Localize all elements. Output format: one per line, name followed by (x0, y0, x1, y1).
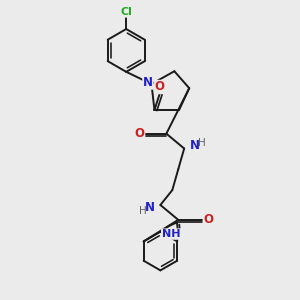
Text: N: N (190, 139, 200, 152)
Text: O: O (155, 80, 165, 94)
Text: O: O (204, 213, 214, 226)
Text: H: H (198, 138, 206, 148)
Text: N: N (143, 76, 153, 89)
Text: Cl: Cl (120, 7, 132, 17)
Text: N: N (145, 201, 155, 214)
Text: O: O (134, 127, 144, 140)
Text: NH: NH (162, 229, 180, 239)
Text: H: H (139, 206, 146, 216)
